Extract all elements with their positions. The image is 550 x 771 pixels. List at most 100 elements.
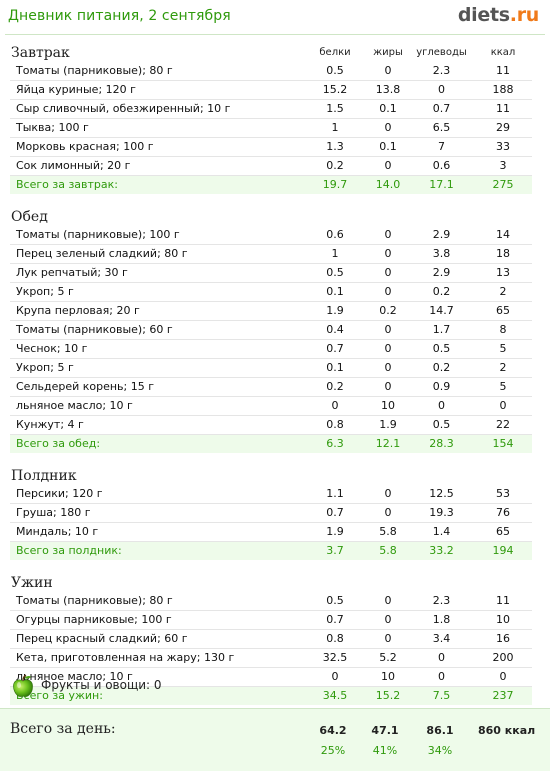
- food-carbs: 0.5: [409, 339, 474, 359]
- food-row: Томаты (парниковые); 100 г 0.6 0 2.9 14: [10, 226, 532, 245]
- meal-total-fat: 14.0: [367, 175, 409, 194]
- meal-total-label: Всего за обед:: [10, 434, 303, 453]
- day-pct-fat: 41%: [372, 744, 398, 757]
- meal-total-row: Всего за ужин: 34.5 15.2 7.5 237: [10, 686, 532, 705]
- meal-total-carbs: 33.2: [409, 541, 474, 560]
- column-header: белки: [319, 47, 351, 58]
- section-spacer: [10, 560, 532, 574]
- food-carbs: 1.8: [409, 610, 474, 630]
- food-row: Морковь красная; 100 г 1.3 0.1 7 33: [10, 137, 532, 157]
- day-total-fat: 47.1: [371, 724, 399, 737]
- food-fat: 0.1: [367, 99, 409, 119]
- food-fat: 5.2: [367, 648, 409, 668]
- food-protein: 0.8: [303, 629, 367, 649]
- food-fat: 0: [367, 339, 409, 359]
- food-name: Яйца куриные; 120 г: [10, 80, 303, 100]
- food-row: Томаты (парниковые); 80 г 0.5 0 2.3 11: [10, 592, 532, 611]
- food-name: Томаты (парниковые); 80 г: [10, 592, 303, 611]
- brand-logo[interactable]: diets.ru: [458, 4, 539, 26]
- apple-icon: [13, 674, 33, 697]
- day-total-carbs: 86.1: [426, 724, 454, 737]
- food-carbs: 3.8: [409, 244, 474, 264]
- food-kcal: 11: [474, 592, 532, 611]
- meal-total-fat: 5.8: [367, 541, 409, 560]
- food-protein: 0.5: [303, 592, 367, 611]
- food-kcal: 65: [474, 522, 532, 542]
- food-kcal: 14: [474, 226, 532, 245]
- column-header: углеводы: [416, 47, 467, 58]
- food-fat: 0: [367, 610, 409, 630]
- food-fat: 0.2: [367, 301, 409, 321]
- food-kcal: 8: [474, 320, 532, 340]
- meal-header-row: Завтрак белки жиры углеводы ккал: [10, 44, 532, 62]
- food-name: Томаты (парниковые); 60 г: [10, 320, 303, 340]
- food-kcal: 5: [474, 377, 532, 397]
- food-name: Тыква; 100 г: [10, 118, 303, 138]
- meal-section-title: Завтрак: [11, 45, 70, 61]
- food-fat: 0: [367, 118, 409, 138]
- food-protein: 0.6: [303, 226, 367, 245]
- food-fat: 10: [367, 667, 409, 687]
- food-row: Тыква; 100 г 1 0 6.5 29: [10, 118, 532, 138]
- section-spacer: [10, 453, 532, 467]
- day-total-kcal: 860 ккал: [478, 724, 536, 737]
- food-kcal: 2: [474, 282, 532, 302]
- food-kcal: 33: [474, 137, 532, 157]
- food-row: Огурцы парниковые; 100 г 0.7 0 1.8 10: [10, 610, 532, 630]
- column-header: жиры: [373, 47, 403, 58]
- food-protein: 1: [303, 118, 367, 138]
- food-name: Кета, приготовленная на жару; 130 г: [10, 648, 303, 668]
- food-protein: 0.5: [303, 263, 367, 283]
- food-name: Томаты (парниковые); 80 г: [10, 62, 303, 81]
- meal-total-kcal: 275: [474, 175, 532, 194]
- food-name: льняное масло; 10 г: [10, 667, 303, 687]
- food-carbs: 2.3: [409, 592, 474, 611]
- food-fat: 0: [367, 282, 409, 302]
- meals-body: Завтрак белки жиры углеводы ккал Томаты (парн…: [10, 44, 532, 705]
- brand-tld: .ru: [509, 4, 540, 26]
- food-carbs: 19.3: [409, 503, 474, 523]
- food-kcal: 22: [474, 415, 532, 435]
- food-fat: 0: [367, 156, 409, 176]
- food-protein: 0: [303, 667, 367, 687]
- food-name: Сок лимонный; 20 г: [10, 156, 303, 176]
- food-fat: 1.9: [367, 415, 409, 435]
- meal-section-title: Обед: [11, 209, 48, 225]
- food-carbs: 7: [409, 137, 474, 157]
- food-row: льняное масло; 10 г 0 10 0 0: [10, 667, 532, 687]
- food-protein: 0.2: [303, 377, 367, 397]
- food-name: Чеснок; 10 г: [10, 339, 303, 359]
- food-fat: 0: [367, 629, 409, 649]
- meal-total-kcal: 237: [474, 686, 532, 705]
- food-row: Томаты (парниковые); 60 г 0.4 0 1.7 8: [10, 320, 532, 340]
- food-kcal: 3: [474, 156, 532, 176]
- food-fat: 10: [367, 396, 409, 416]
- meals-table: Завтрак белки жиры углеводы ккал Томаты (парн…: [10, 44, 532, 705]
- food-name: Сыр сливочный, обезжиренный; 10 г: [10, 99, 303, 119]
- food-carbs: 0: [409, 80, 474, 100]
- meal-header-row: Обед: [10, 208, 532, 226]
- food-row: Перец зеленый сладкий; 80 г 1 0 3.8 18: [10, 244, 532, 264]
- food-row: Кета, приготовленная на жару; 130 г 32.5 5…: [10, 648, 532, 668]
- food-row: Сельдерей корень; 15 г 0.2 0 0.9 5: [10, 377, 532, 397]
- food-kcal: 65: [474, 301, 532, 321]
- food-protein: 1.1: [303, 485, 367, 504]
- meal-total-label: Всего за полдник:: [10, 541, 303, 560]
- food-row: Чеснок; 10 г 0.7 0 0.5 5: [10, 339, 532, 359]
- meal-total-protein: 34.5: [303, 686, 367, 705]
- food-protein: 1: [303, 244, 367, 264]
- food-row: Томаты (парниковые); 80 г 0.5 0 2.3 11: [10, 62, 532, 81]
- food-protein: 0.1: [303, 358, 367, 378]
- meal-total-protein: 6.3: [303, 434, 367, 453]
- food-name: Укроп; 5 г: [10, 358, 303, 378]
- meal-total-label: Всего за ужин:: [10, 686, 303, 705]
- food-protein: 0.8: [303, 415, 367, 435]
- food-fat: 13.8: [367, 80, 409, 100]
- food-protein: 0.7: [303, 610, 367, 630]
- food-carbs: 3.4: [409, 629, 474, 649]
- day-total-panel: Всего за день: 64.2 47.1 86.1 860 ккал 2…: [0, 708, 550, 771]
- meal-total-kcal: 194: [474, 541, 532, 560]
- food-kcal: 11: [474, 99, 532, 119]
- food-protein: 0.7: [303, 339, 367, 359]
- food-row: Персики; 120 г 1.1 0 12.5 53: [10, 485, 532, 504]
